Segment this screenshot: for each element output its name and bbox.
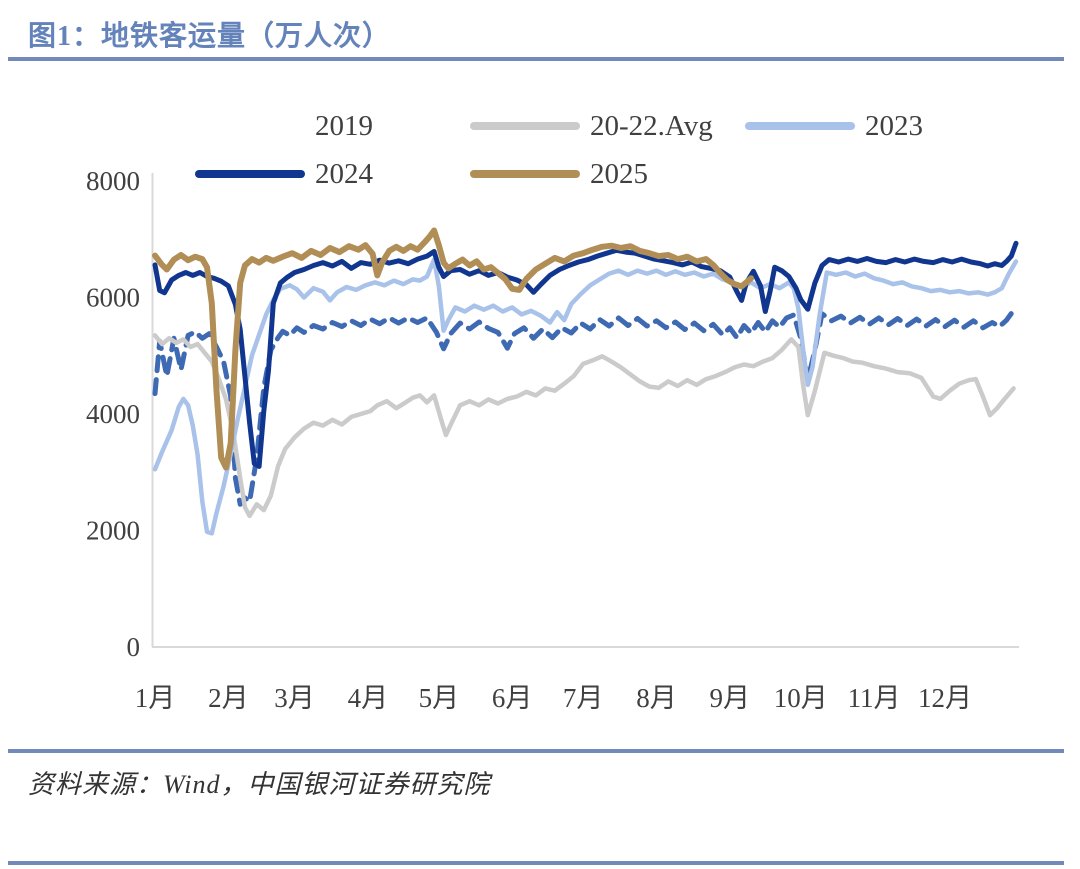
x-axis-label: 1月: [135, 683, 176, 713]
legend-swatch-2023: [745, 122, 855, 130]
y-axis-label: 8000: [86, 166, 140, 196]
y-axis-label: 4000: [86, 399, 140, 429]
x-axis-label: 12月: [918, 683, 972, 713]
x-axis-label: 11月: [848, 683, 901, 713]
legend-label-2024: 2024: [315, 157, 373, 190]
x-axis-label: 5月: [419, 683, 460, 713]
legend-item-2024: 2024: [195, 156, 373, 192]
top-divider: [8, 57, 1064, 61]
series-line-2024: [152, 240, 1019, 469]
series-line-2023: [152, 257, 1019, 536]
series-line-2025: [152, 227, 755, 471]
x-axis-label: 7月: [563, 683, 604, 713]
legend-item-2023: 2023: [745, 108, 923, 144]
x-axis-label: 3月: [274, 683, 315, 713]
x-axis-label: 4月: [348, 683, 389, 713]
bottom-divider: [8, 861, 1064, 865]
series-line-2019: [152, 307, 1017, 507]
series-line-20-22.Avg: [152, 333, 1016, 519]
x-axis-label: 6月: [492, 683, 533, 713]
x-axis-label: 2月: [208, 683, 249, 713]
x-axis-label: 10月: [774, 683, 828, 713]
y-axis-label: 2000: [86, 516, 140, 546]
legend-item-2025: 2025: [470, 156, 648, 192]
legend-item-avg: 20-22.Avg: [470, 108, 713, 144]
figure-title: 图1：地铁客运量（万人次）: [28, 21, 392, 52]
legend-item-2019: 2019: [195, 108, 373, 144]
x-axis-label: 8月: [636, 683, 677, 713]
source-text: 资料来源：Wind，中国银河证券研究院: [28, 770, 491, 799]
legend-swatch-2024: [195, 170, 305, 178]
legend-label-avg: 20-22.Avg: [590, 109, 713, 142]
middle-divider: [8, 749, 1064, 753]
x-axis-label: 9月: [710, 683, 751, 713]
line-chart: 0 2000 4000 6000 8000 1月 2月 3月 4月 5月 6月 7月 8月 9月 10月 11…: [86, 166, 1019, 713]
legend-swatch-2025: [470, 170, 580, 178]
y-axis-label: 6000: [86, 283, 140, 313]
legend-label-2025: 2025: [590, 157, 648, 190]
legend-swatch-avg: [470, 122, 580, 130]
legend-label-2019: 2019: [315, 109, 373, 142]
y-axis-label: 0: [127, 632, 141, 662]
legend-label-2023: 2023: [865, 109, 923, 142]
